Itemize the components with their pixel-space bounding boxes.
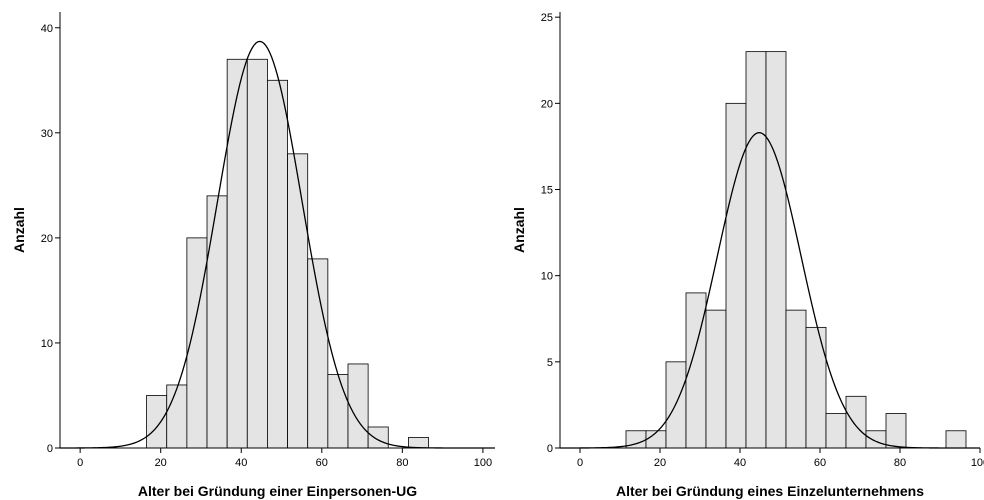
histogram-bar [885, 413, 907, 449]
x-tick-label: 80 [396, 457, 408, 469]
chart-einpersonen-ug: 0 10 20 30 40 0 20 40 60 80 100 Alter bei Gründung … [11, 12, 495, 499]
histogram-bar [408, 437, 429, 449]
x-tick-label: 100 [971, 457, 984, 469]
histogram-bar [347, 363, 369, 449]
x-tick-label: 20 [155, 457, 167, 469]
x-tick-label: 100 [474, 457, 492, 469]
histogram-bar [206, 195, 228, 449]
y-tick-label: 20 [541, 98, 553, 110]
y-tick-label: 15 [541, 185, 553, 197]
y-tick-label: 0 [47, 443, 53, 455]
histogram-bar [805, 326, 827, 449]
histogram-bar [845, 395, 867, 449]
y-tick-label: 40 [41, 23, 53, 35]
y-tick-label: 0 [547, 443, 553, 455]
x-tick-label: 80 [894, 457, 906, 469]
histogram-bar [745, 51, 767, 449]
y-axis-title: Anzahl [11, 207, 27, 253]
histogram-bar [287, 153, 309, 449]
x-tick-label: 60 [316, 457, 328, 469]
histogram-bar [226, 58, 248, 449]
x-axis-title: Alter bei Gründung eines Einzelunternehm… [616, 483, 924, 499]
x-axis-title: Alter bei Gründung einer Einpersonen-UG [138, 483, 417, 499]
y-axis-title: Anzahl [511, 207, 527, 253]
x-tick-label: 60 [814, 457, 826, 469]
normal-curve-line [559, 132, 980, 449]
y-tick-label: 20 [41, 233, 53, 245]
y-tick-label: 25 [541, 12, 553, 24]
chart-einzelunternehmen: 0 5 10 15 20 25 0 20 40 60 80 100 Alter bei Gründung… [511, 12, 984, 499]
x-tick-label: 40 [734, 457, 746, 469]
histogram-bar [367, 426, 389, 449]
y-tick-label: 10 [41, 338, 53, 350]
histogram-bar [327, 374, 349, 449]
histogram-bar [945, 430, 967, 449]
histogram-bar [267, 79, 288, 449]
y-tick-label: 30 [41, 128, 53, 140]
x-tick-label: 40 [235, 457, 247, 469]
y-tick-label: 10 [541, 271, 553, 283]
histogram-bar [785, 309, 807, 449]
x-tick-label: 0 [577, 457, 583, 469]
y-tick-label: 5 [547, 357, 553, 369]
histogram-bar [705, 309, 727, 449]
histogram-bar [166, 384, 188, 449]
x-tick-label: 20 [654, 457, 666, 469]
histogram-bar [865, 430, 887, 449]
x-tick-label: 0 [77, 457, 83, 469]
histogram-bar [825, 413, 847, 449]
histogram-bar [146, 395, 168, 449]
histogram-bar [246, 58, 268, 449]
histogram-bar [765, 51, 787, 449]
